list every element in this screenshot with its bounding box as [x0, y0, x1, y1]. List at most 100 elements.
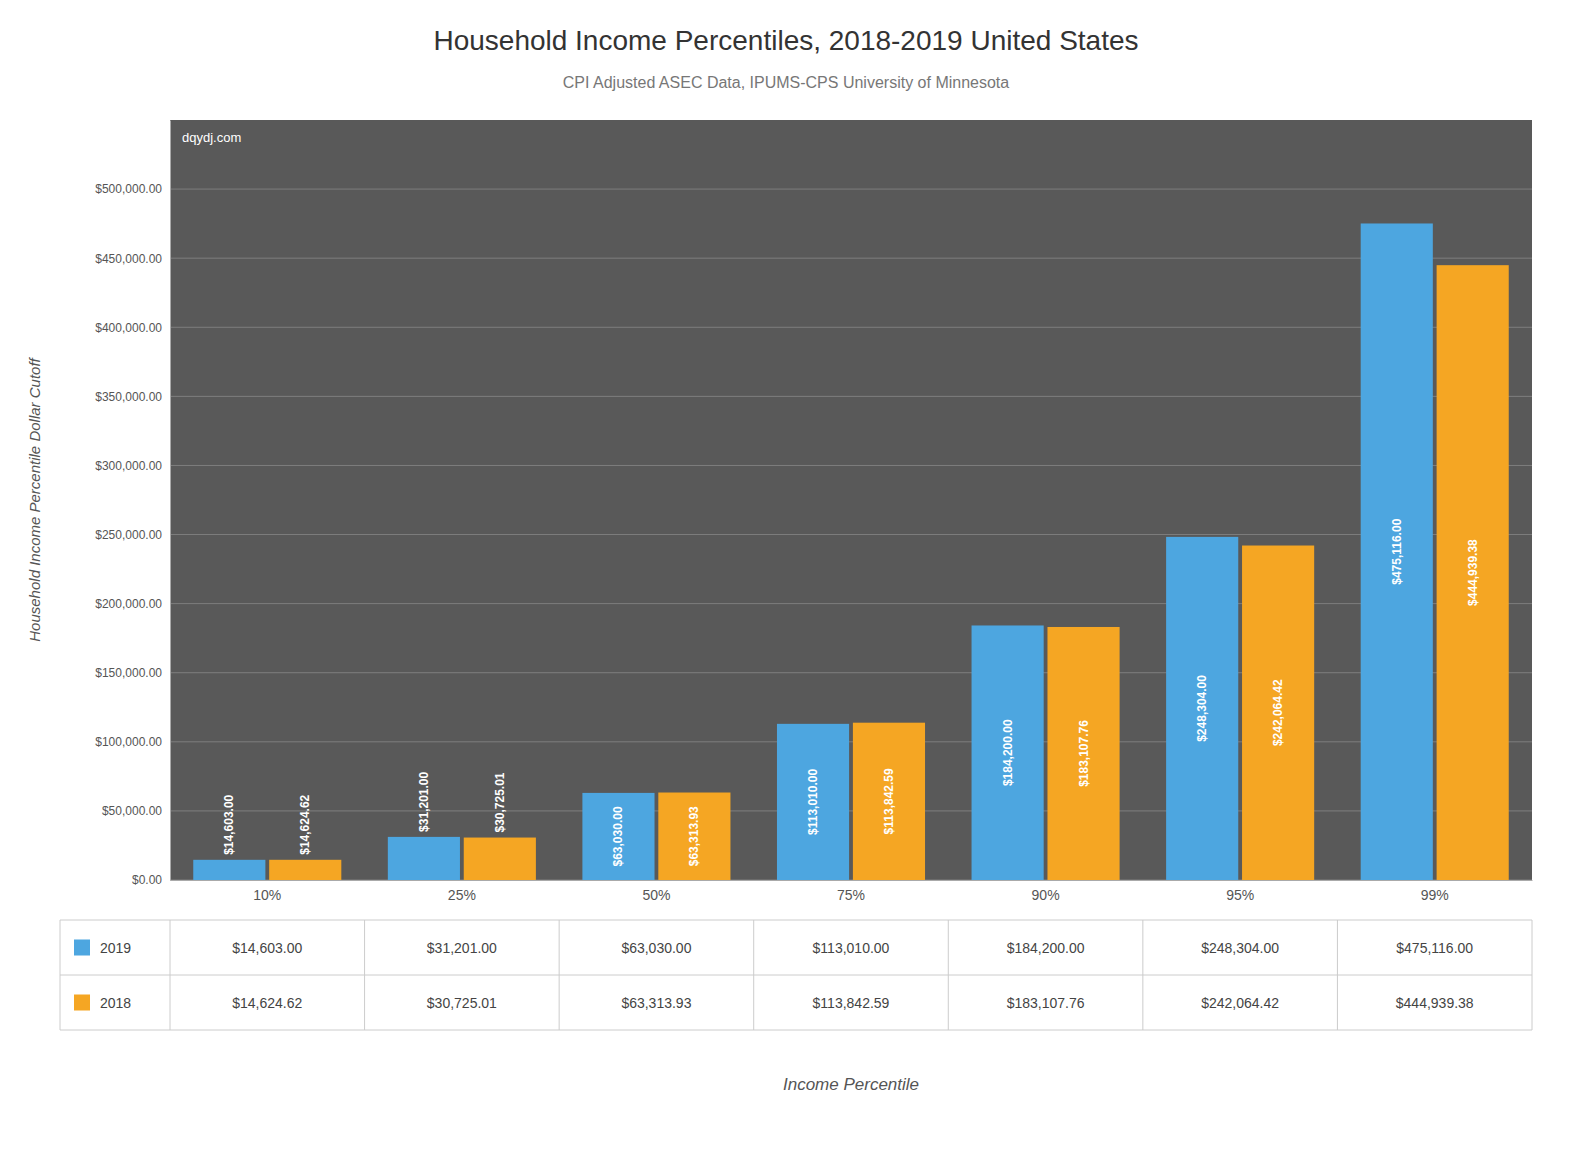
- legend-swatch: [74, 995, 90, 1011]
- table-cell: $113,842.59: [813, 995, 890, 1011]
- y-tick-label: $100,000.00: [95, 735, 162, 749]
- bar: [388, 837, 460, 880]
- y-axis-title: Household Income Percentile Dollar Cutof…: [26, 356, 43, 641]
- grid-line: [170, 534, 1532, 535]
- y-tick-label: $400,000.00: [95, 321, 162, 335]
- bar: [1166, 537, 1238, 880]
- y-tick: $50,000.00: [102, 804, 170, 818]
- y-tick-label: $50,000.00: [102, 804, 162, 818]
- bar: [1242, 546, 1314, 880]
- x-tick-label: 90%: [1032, 887, 1060, 903]
- data-label: $183,107.76: [1077, 720, 1091, 787]
- grid-line: [170, 465, 1532, 466]
- subtitle: CPI Adjusted ASEC Data, IPUMS-CPS Univer…: [563, 74, 1010, 91]
- data-label: $14,624.62: [298, 794, 312, 854]
- y-tick: $350,000.00: [95, 390, 170, 404]
- y-tick-label: $350,000.00: [95, 390, 162, 404]
- grid-line: [170, 258, 1532, 259]
- y-tick-label: $500,000.00: [95, 182, 162, 196]
- annotation: dqydj.com: [182, 130, 241, 145]
- y-tick: $300,000.00: [95, 459, 170, 473]
- bar: [1361, 223, 1433, 880]
- data-label: $184,200.00: [1001, 719, 1015, 786]
- data-label: $63,313.93: [687, 806, 701, 866]
- table-line: [170, 920, 171, 1030]
- table-line: [948, 920, 949, 1030]
- bar: [777, 724, 849, 880]
- y-tick-label: $300,000.00: [95, 459, 162, 473]
- grid-line: [170, 880, 1532, 881]
- bar: [972, 625, 1044, 880]
- y-tick: $250,000.00: [95, 528, 170, 542]
- data-label: $248,304.00: [1195, 675, 1209, 742]
- table-line: [60, 975, 1532, 976]
- y-tick: $0.00: [132, 873, 170, 887]
- title: Household Income Percentiles, 2018-2019 …: [433, 25, 1138, 56]
- grid-line: [170, 396, 1532, 397]
- data-label: $113,010.00: [806, 769, 820, 835]
- x-tick: 90%: [1032, 880, 1060, 903]
- grid-line: [170, 603, 1532, 604]
- x-tick-label: 75%: [837, 887, 865, 903]
- table-line: [1142, 920, 1143, 1030]
- y-axis: $0.00 $50,000.00 $100,000.00 $150,000.00 $20…: [95, 121, 170, 888]
- table-cell: $14,624.62: [232, 995, 302, 1011]
- x-tick: 50%: [642, 880, 670, 903]
- bar: [1047, 627, 1119, 880]
- data-label: $242,064.42: [1271, 679, 1285, 746]
- table-line: [1532, 920, 1533, 1030]
- y-tick-label: $250,000.00: [95, 528, 162, 542]
- legend-swatch: [74, 940, 90, 956]
- y-tick-label: $450,000.00: [95, 252, 162, 266]
- data-labels: $14,603.00 $31,201.00 $63,030.00 $113,010.0…: [222, 518, 1479, 866]
- bars: [193, 223, 1508, 880]
- data-label: $63,030.00: [611, 806, 625, 866]
- data-label: $31,201.00: [417, 772, 431, 832]
- y-tick: $200,000.00: [95, 597, 170, 611]
- table-line: [60, 920, 1532, 921]
- x-tick-label: 95%: [1226, 887, 1254, 903]
- table-cell: $242,064.42: [1201, 995, 1279, 1011]
- bar: [582, 793, 654, 880]
- y-tick-label: $0.00: [132, 873, 162, 887]
- grid-line: [170, 189, 1532, 190]
- plot-background: [170, 120, 1532, 880]
- legend-label: 2018: [100, 995, 131, 1011]
- table-cell: $63,030.00: [621, 940, 691, 956]
- grid: [170, 189, 1532, 880]
- y-tick: $500,000.00: [95, 182, 170, 196]
- bar: [658, 793, 730, 880]
- bar: [193, 860, 265, 880]
- y-tick: $450,000.00: [95, 252, 170, 266]
- table-line: [559, 920, 560, 1030]
- x-axis-line: [171, 880, 1533, 881]
- grid-line: [170, 672, 1532, 673]
- x-axis: 10% 25% 50% 75% 90% 95% 99%: [171, 880, 1533, 903]
- data-label: $444,939.38: [1466, 539, 1480, 606]
- x-tick-label: 25%: [448, 887, 476, 903]
- x-axis-title: Income Percentile: [783, 1075, 919, 1094]
- table-cell: $184,200.00: [1007, 940, 1085, 956]
- x-tick-label: 99%: [1421, 887, 1449, 903]
- y-tick: $150,000.00: [95, 666, 170, 680]
- table-cell: $248,304.00: [1201, 940, 1279, 956]
- x-tick-label: 50%: [642, 887, 670, 903]
- bar: [1437, 265, 1509, 880]
- table-line: [364, 920, 365, 1030]
- x-tick: 25%: [448, 880, 476, 903]
- bar: [464, 838, 536, 880]
- grid-line: [170, 741, 1532, 742]
- table-cell: $31,201.00: [427, 940, 497, 956]
- data-label: $30,725.01: [493, 772, 507, 832]
- table-line: [753, 920, 754, 1030]
- y-tick-label: $200,000.00: [95, 597, 162, 611]
- y-axis-line: [170, 121, 171, 881]
- table-cell: $30,725.01: [427, 995, 497, 1011]
- table-cell: $113,010.00: [813, 940, 890, 956]
- data-label: $14,603.00: [222, 794, 236, 854]
- table-cell: $183,107.76: [1007, 995, 1085, 1011]
- x-tick: 10%: [253, 880, 281, 903]
- x-tick: 99%: [1421, 880, 1449, 903]
- table-line: [1337, 920, 1338, 1030]
- grid-line: [170, 810, 1532, 811]
